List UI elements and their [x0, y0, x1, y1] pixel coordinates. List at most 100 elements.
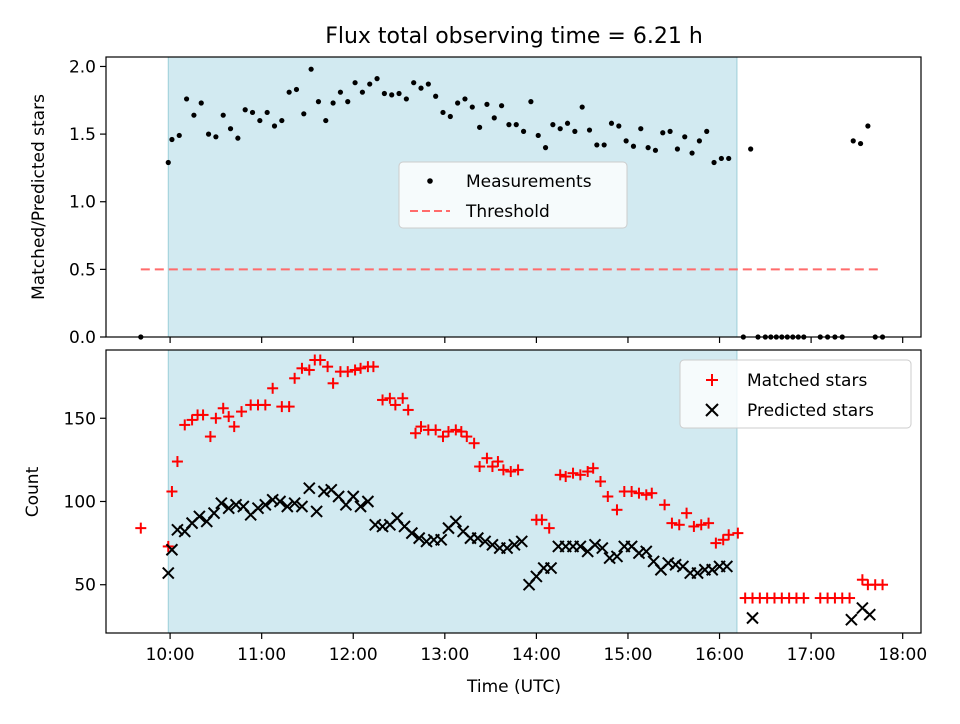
xtick-label: 18:00 [878, 645, 927, 665]
measurement-point [623, 138, 629, 144]
measurement-point [630, 143, 637, 149]
matched-star-point [732, 527, 744, 539]
measurement-point [183, 96, 190, 102]
matched-star-point [430, 424, 442, 436]
measurement-point [506, 122, 512, 128]
matched-star-point [574, 469, 586, 481]
measurement-point [220, 112, 226, 118]
matched-star-point [455, 426, 467, 438]
measurement-point [513, 122, 519, 128]
matched-star-point [468, 437, 480, 449]
matched-star-point [554, 469, 566, 481]
matched-star-point [327, 377, 339, 389]
measurement-point [403, 96, 409, 102]
measurement-point [227, 126, 234, 132]
matched-star-point [626, 486, 638, 497]
predicted-star-point [165, 543, 179, 556]
measurement-point [718, 155, 724, 162]
measurement-point [667, 128, 673, 134]
measurement-point [638, 126, 644, 132]
matched-star-point [166, 486, 178, 497]
predicted-star-point [632, 546, 646, 560]
xtick-label: 14:00 [512, 645, 561, 665]
matched-star-point [512, 464, 524, 476]
measurement-point [652, 147, 659, 153]
predicted-star-point [471, 531, 484, 545]
matched-star-point [611, 504, 623, 516]
measurement-point [169, 136, 175, 143]
matched-star-point [223, 411, 235, 423]
measurement-point [447, 113, 453, 120]
legend-measurements-label: Measurements [466, 172, 592, 192]
matched-star-point [703, 517, 715, 529]
matched-star-point [505, 466, 517, 478]
predicted-star-point [544, 561, 558, 575]
predicted-star-point [603, 551, 616, 565]
legend-threshold-label: Threshold [465, 202, 550, 222]
measurement-point [271, 123, 278, 129]
measurement-point [469, 104, 475, 110]
x-axis-label: Time (UTC) [466, 677, 561, 697]
predicted-star-point [845, 613, 858, 626]
predicted-star-point [420, 535, 433, 548]
measurement-point [674, 146, 681, 152]
matched-star-point [197, 409, 209, 421]
predicted-star-point [669, 558, 682, 571]
matched-star-point [210, 412, 222, 424]
matched-star-point [567, 467, 579, 479]
measurement-point [484, 101, 490, 107]
measurement-point [433, 93, 439, 99]
measurement-point [601, 142, 607, 148]
predicted-star-point [215, 496, 228, 510]
measurement-point [520, 128, 527, 134]
top-axes-frame [105, 56, 922, 338]
measurement-point [411, 80, 417, 86]
matched-star-point [844, 592, 856, 604]
bottom-y-axis-label: Count [23, 466, 43, 517]
matched-star-point [710, 537, 722, 549]
matched-star-point [410, 427, 422, 439]
matched-star-point [640, 489, 652, 501]
matched-star-point [289, 372, 301, 384]
measurement-point [564, 120, 571, 126]
matched-star-point [283, 401, 295, 413]
matched-star-point [681, 507, 693, 519]
measurement-point [213, 134, 219, 140]
top-ytick-label: 0.0 [69, 328, 96, 348]
xtick-label: 10:00 [146, 645, 195, 665]
predicted-star-point [508, 538, 521, 551]
matched-star-point [666, 517, 678, 529]
predicted-star-point [610, 550, 624, 563]
measurement-point [542, 145, 549, 151]
measurement-point [257, 117, 263, 124]
matched-star-point [497, 464, 509, 476]
measurement-point [279, 117, 285, 124]
matched-star-point [877, 579, 889, 591]
matched-star-point [543, 522, 555, 534]
xtick-label: 15:00 [603, 645, 652, 665]
measurement-point [572, 128, 578, 134]
matched-star-point [633, 487, 645, 499]
predicted-star-point [596, 541, 609, 555]
bottom-panel: 50 100 150 10:00 11:00 12:00 13:00 14:00 15:00 1… [23, 349, 927, 697]
matched-star-point [228, 421, 240, 433]
measurement-point [440, 109, 446, 116]
chart-title: Flux total observing time = 6.21 h [325, 24, 703, 49]
top-ytick-label: 2.0 [69, 57, 96, 77]
measurement-point [165, 159, 171, 166]
measurement-point [557, 126, 563, 132]
bottom-legend-box [679, 359, 912, 429]
matched-star-point [314, 354, 326, 366]
bottom-ytick-label: 100 [64, 492, 96, 512]
matched-star-point [415, 421, 427, 433]
matched-star-point [560, 471, 572, 483]
measurement-point [359, 89, 366, 95]
predicted-star-point [412, 531, 426, 545]
xtick-label: 16:00 [695, 645, 744, 665]
measurement-point [528, 99, 534, 105]
measurement-point [345, 99, 351, 105]
measurement-point [711, 159, 717, 166]
predicted-star-point [222, 501, 235, 515]
predicted-star-point [193, 510, 206, 523]
